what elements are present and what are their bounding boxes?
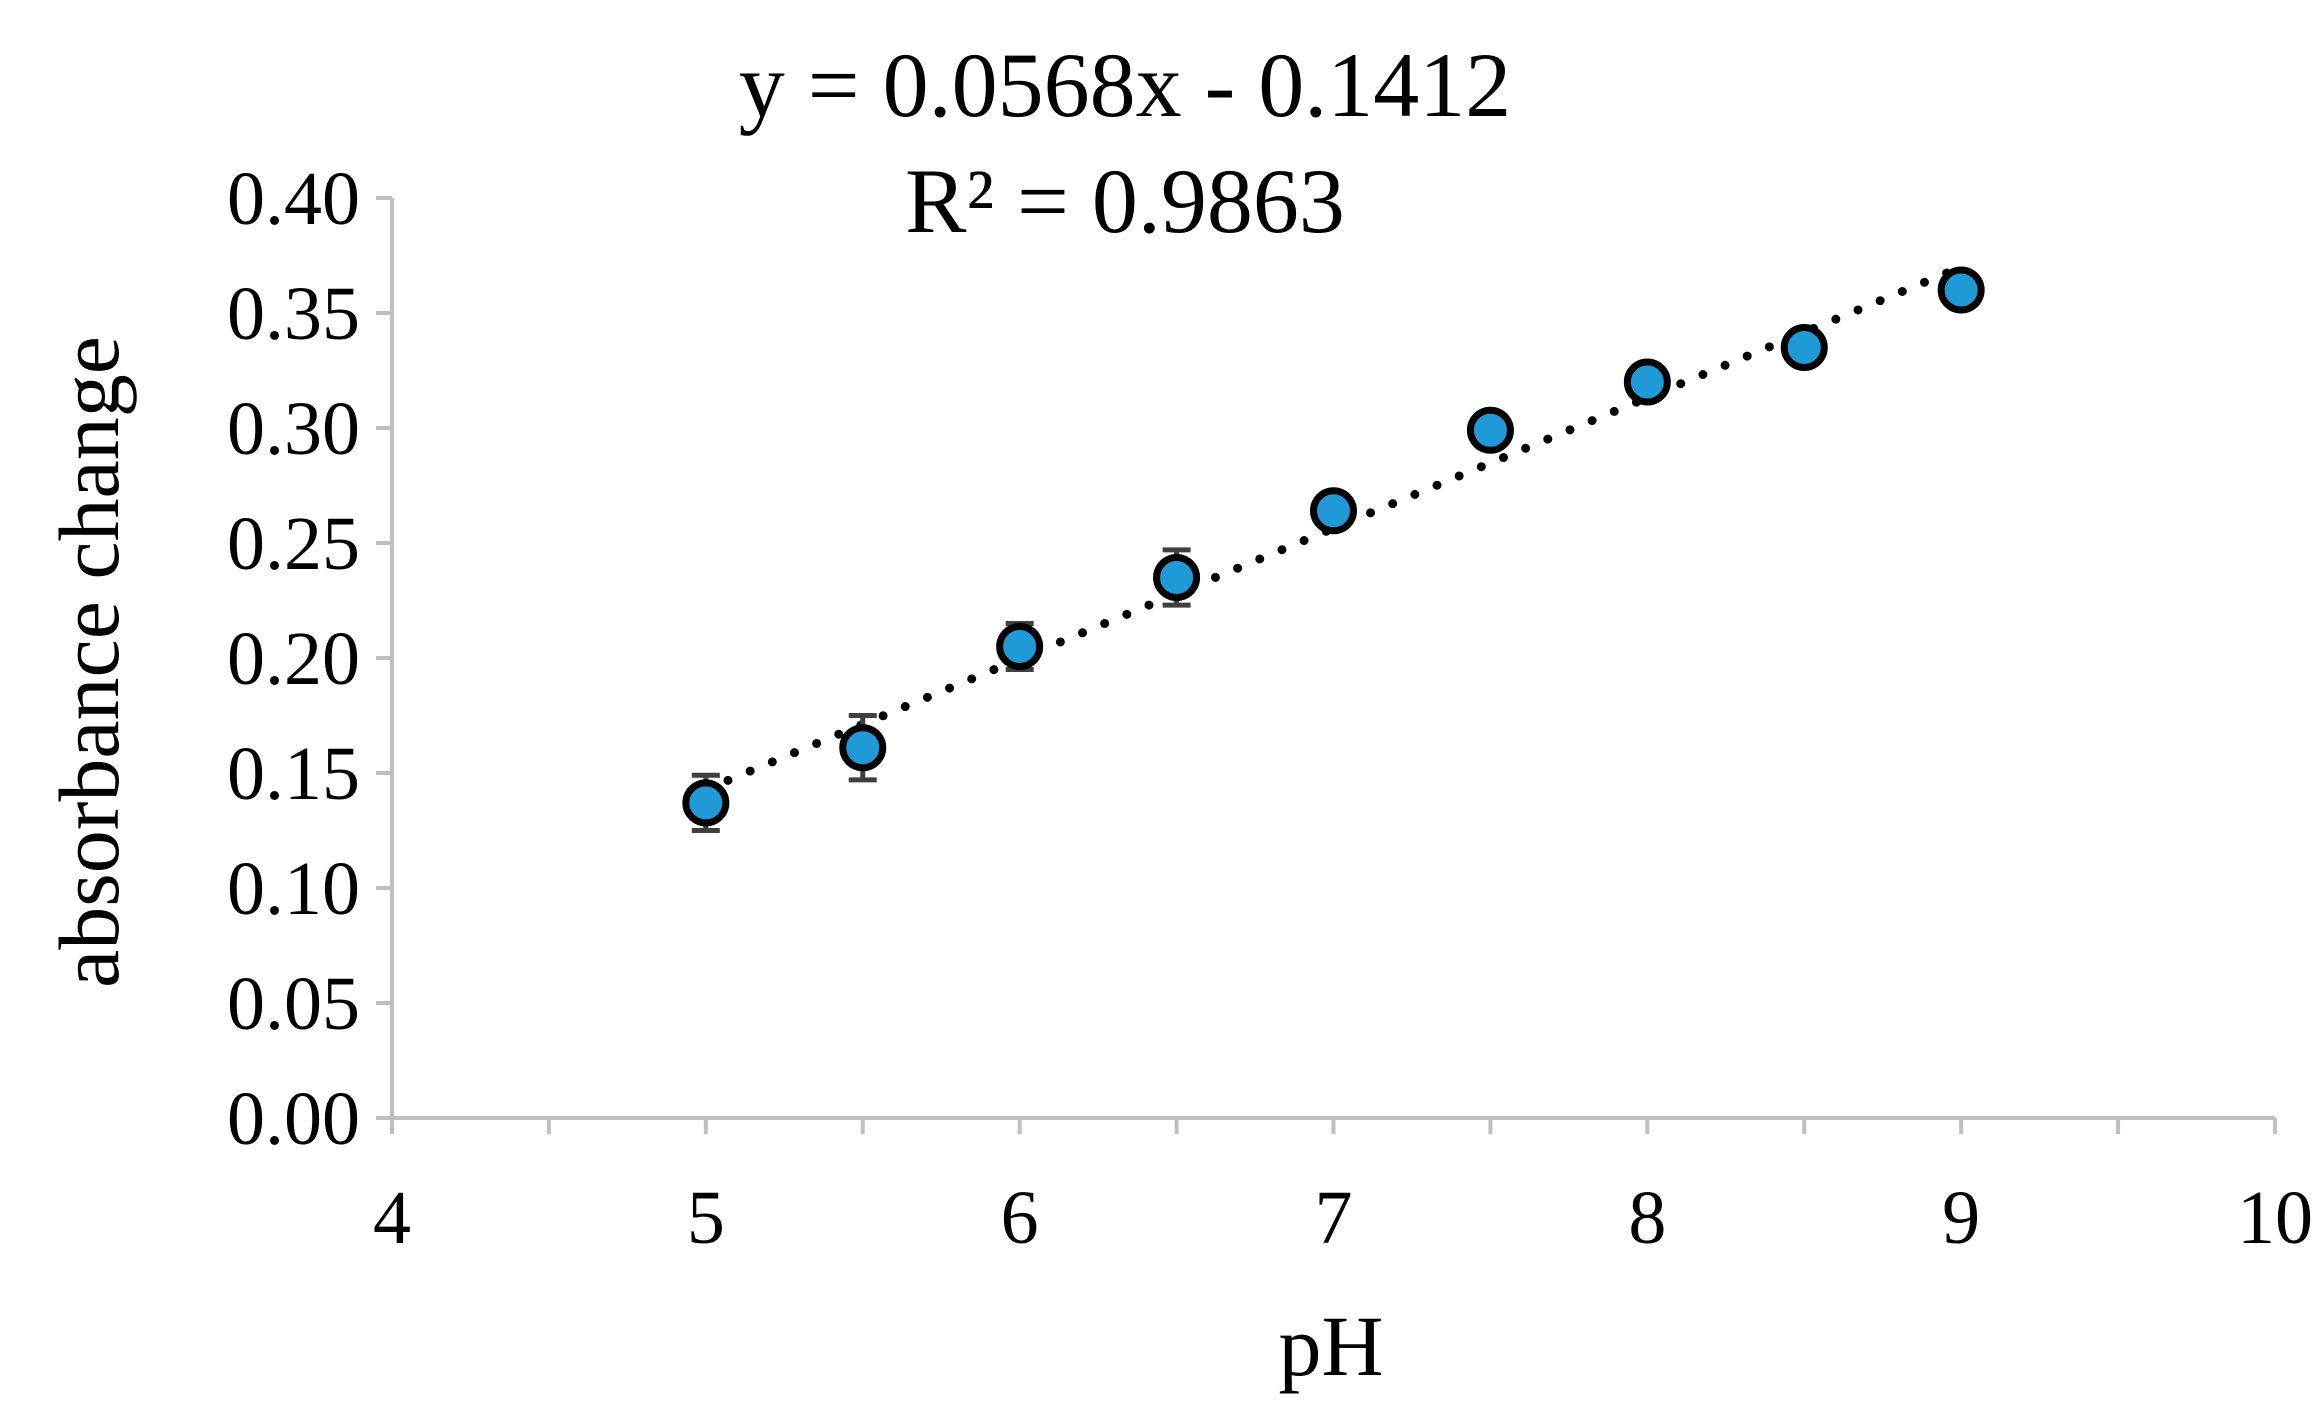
- y-ticks: 0.00 0.05 0.10 0.15 0.20 0.25 0.30 0.35 0.40: [227, 157, 392, 1161]
- axes: [390, 198, 2275, 1120]
- data-point: [1623, 358, 1671, 406]
- x-tick-label: 7: [1315, 1176, 1353, 1260]
- x-tick-label: 10: [2237, 1176, 2313, 1260]
- data-point-group: [839, 713, 887, 783]
- points-layer: [682, 266, 1985, 833]
- y-tick-label: 0.20: [227, 617, 360, 701]
- data-point-group: [1780, 324, 1828, 371]
- y-tick-label: 0.00: [227, 1077, 360, 1161]
- x-axis-label: pH: [1278, 1298, 1383, 1394]
- x-tick-label: 5: [687, 1176, 725, 1260]
- data-point: [1780, 324, 1828, 371]
- y-tick-label: 0.05: [227, 962, 360, 1046]
- data-point: [996, 623, 1044, 670]
- trendline-r-squared: R² = 0.9863: [905, 150, 1345, 252]
- data-point: [1310, 487, 1357, 535]
- data-point-group: [1623, 358, 1671, 406]
- y-tick-label: 0.40: [227, 157, 360, 241]
- x-tick-label: 9: [1942, 1176, 1980, 1260]
- data-point: [1466, 406, 1514, 454]
- data-point: [1937, 266, 1985, 314]
- data-point-group: [1310, 487, 1357, 535]
- x-ticks: 4 5 6 7 8 9 10: [373, 1118, 2313, 1260]
- y-tick-label: 0.25: [227, 502, 360, 586]
- y-axis-label: absorbance change: [41, 336, 137, 988]
- y-tick-label: 0.35: [227, 272, 360, 356]
- data-point: [682, 779, 730, 827]
- x-tick-label: 4: [373, 1176, 411, 1260]
- data-point-group: [1153, 547, 1201, 608]
- data-point-group: [682, 772, 730, 833]
- x-tick-label: 8: [1628, 1176, 1666, 1260]
- y-tick-label: 0.10: [227, 847, 360, 931]
- y-tick-label: 0.30: [227, 387, 360, 471]
- data-point: [1153, 554, 1201, 601]
- data-point-group: [996, 621, 1044, 672]
- data-point: [839, 724, 887, 772]
- data-point-group: [1466, 406, 1514, 454]
- trendline-equation: y = 0.0568x - 0.1412: [739, 34, 1512, 136]
- data-point-group: [1937, 266, 1985, 314]
- y-tick-label: 0.15: [227, 732, 360, 816]
- x-tick-label: 6: [1001, 1176, 1039, 1260]
